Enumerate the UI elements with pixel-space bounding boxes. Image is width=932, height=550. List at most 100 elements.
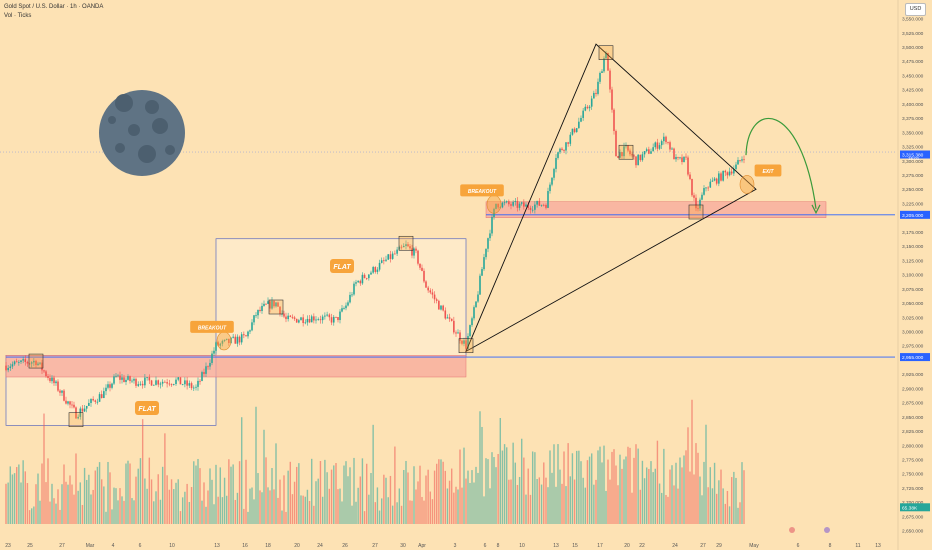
volume-bar (387, 497, 389, 524)
pivot-marker (598, 45, 614, 60)
candle-body (291, 316, 294, 318)
candle-body (518, 203, 521, 208)
candle-body (13, 361, 16, 365)
volume-bar (241, 417, 243, 524)
volume-bar (283, 475, 285, 524)
instrument-title[interactable]: Gold Spot / U.S. Dollar · 1h · OANDA (4, 4, 104, 10)
pivot-marker (68, 412, 84, 427)
volume-bar (31, 508, 33, 524)
x-tick-label: 20 (624, 543, 630, 549)
candle-body (709, 181, 712, 188)
volume-bar (536, 478, 538, 524)
candle-body (726, 172, 729, 176)
volume-bar (569, 476, 571, 524)
x-tick-label: 30 (400, 543, 406, 549)
volume-bar (265, 457, 267, 524)
volume-bar (479, 411, 481, 524)
candle-body (88, 402, 90, 406)
candle-body (540, 204, 543, 206)
candle-body (512, 201, 514, 206)
volume-bar (296, 466, 298, 524)
candle-body (495, 203, 497, 209)
candle-body (129, 376, 131, 382)
candle-body (718, 173, 720, 184)
volume-bar (355, 501, 357, 524)
candle-body (448, 317, 451, 319)
candle-body (545, 204, 547, 208)
candle-body (538, 200, 541, 206)
candle-body (385, 259, 387, 261)
flat-label: FLAT (333, 264, 351, 271)
volume-bar (321, 496, 324, 524)
candle-body (150, 380, 153, 386)
volume-bar (551, 472, 553, 524)
candle-body (71, 404, 73, 406)
volume-bar (353, 457, 355, 524)
candle-body (625, 145, 627, 147)
x-tick-label: 8 (497, 543, 500, 549)
candle-body (30, 362, 33, 364)
candle-body (96, 401, 99, 403)
candle-body (211, 353, 213, 363)
callout-label: BREAKOUT (198, 325, 227, 331)
candle-body (433, 294, 436, 300)
volume-bar (341, 501, 343, 524)
volume-bar (230, 466, 232, 524)
volume-bar (595, 479, 597, 524)
x-tick-label: Apr (418, 543, 426, 549)
x-tick-label: 20 (294, 543, 300, 549)
volume-bar (607, 459, 609, 524)
candle-body (368, 274, 370, 279)
volume-bar (349, 467, 351, 524)
candle-body (473, 307, 475, 319)
candle-body (123, 377, 125, 383)
volume-bar (263, 429, 265, 524)
volume-bar (24, 471, 26, 524)
candle-body (503, 202, 506, 204)
candle-body (135, 378, 137, 386)
candle-body (90, 398, 92, 403)
volume-bar (597, 450, 599, 524)
volume-bar (512, 442, 514, 524)
candle-body (179, 377, 182, 385)
moon-crater (152, 118, 168, 134)
volume-bar (357, 487, 359, 524)
candle-body (635, 156, 637, 166)
candle-body (427, 287, 429, 291)
candle-body (33, 360, 35, 363)
volume-bar (166, 475, 168, 524)
candle-body (398, 246, 401, 250)
candle-body (199, 380, 201, 382)
volume-bar (722, 488, 724, 524)
volume-bar (475, 466, 477, 524)
support-zone (485, 201, 827, 218)
volume-bar (487, 459, 489, 524)
countdown-label: 15:01 (908, 156, 920, 161)
x-axis-labels: 23 25 27 Mar 4 6 10 13 16 18 20 24 26 27 30 Apr 3 6 8 10 13 1… (5, 543, 881, 549)
candle-body (251, 322, 253, 331)
volume-bar (347, 476, 349, 524)
candle-body (243, 334, 245, 336)
candle-body (234, 336, 237, 344)
volume-indicator-label[interactable]: Vol · Ticks (4, 13, 32, 19)
y-tick-label: 3,100.000 (902, 273, 924, 279)
candle-body (593, 92, 595, 99)
candle-body (667, 142, 669, 143)
y-tick-label: 3,475.000 (902, 59, 924, 65)
candle-body (675, 156, 677, 160)
volume-bar (359, 476, 361, 524)
volume-bar (75, 453, 77, 524)
candle-body (152, 384, 155, 386)
volume-bar (527, 468, 529, 524)
volume-bar (345, 461, 347, 524)
candle-body (520, 202, 523, 204)
breakout-circle (216, 331, 232, 351)
volume-bar (629, 447, 631, 524)
candle-body (359, 280, 362, 284)
volume-bar (98, 462, 101, 524)
currency-button[interactable]: USD (905, 3, 926, 16)
volume-bar (271, 468, 273, 524)
volume-bar (81, 504, 84, 524)
volume-bar (121, 496, 123, 524)
